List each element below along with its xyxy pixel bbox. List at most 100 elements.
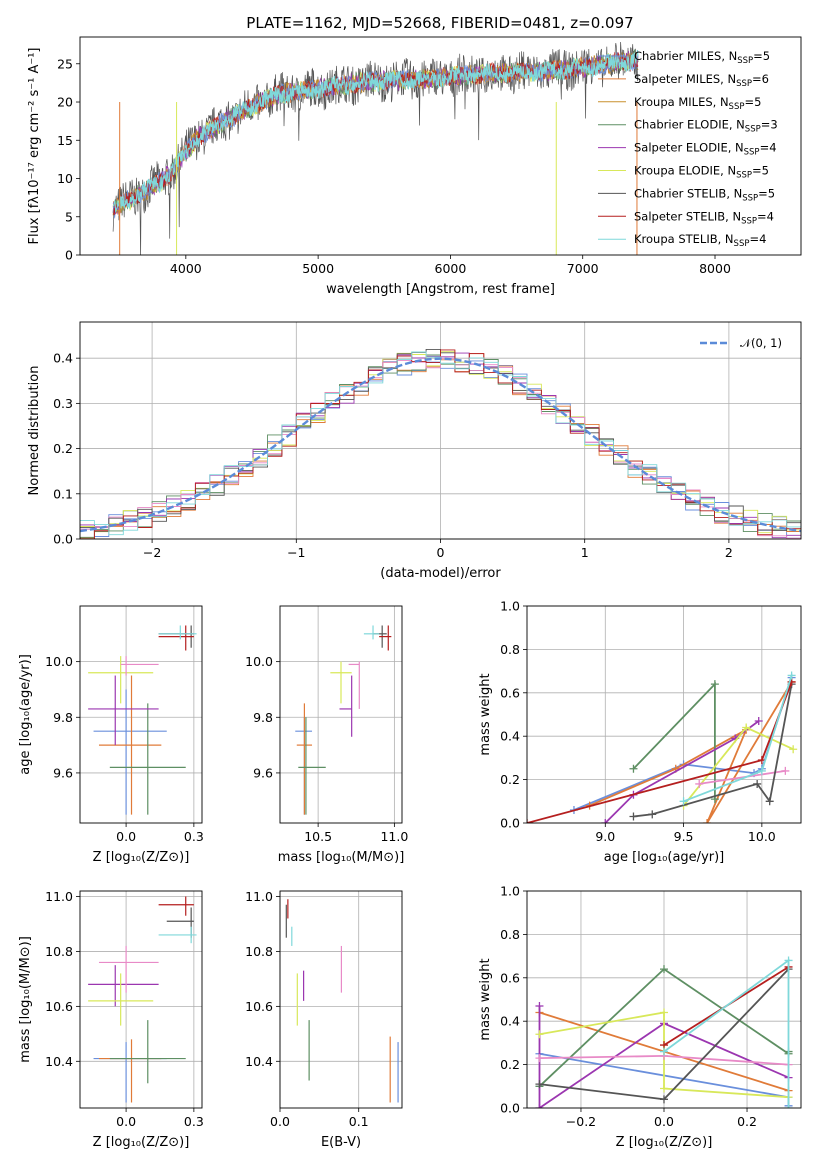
x-axis-label: (data-model)/error [380,566,501,581]
weight-line [527,681,793,823]
x-tick-label: 2 [725,545,733,560]
weight-line [604,720,760,823]
x-axis-label: Z [log₁₀(Z/Z⊙)] [616,1135,713,1150]
y-tick-label: 0.8 [500,927,520,942]
legend-label: Salpeter STELIB, NSSP=4 [634,209,774,226]
panel-mass-vs-ebv: 0.0 0.1 10.4 10.6 10.8 11.0 E(B-V) [245,889,403,1150]
axes-frame [79,36,802,256]
legend-label: Kroupa ELODIE, NSSP=5 [634,164,769,181]
y-tick-label: 0.0 [53,532,73,547]
y-tick-label: 10.4 [45,1054,73,1069]
y-tick-label: 11.0 [45,889,73,904]
y-axis-label: age [log₁₀(age/yr)] [18,654,33,775]
y-tick-label: 9.8 [53,710,73,725]
plot-area [88,896,197,1103]
weight-line [573,677,793,811]
y-tick-label: 0.2 [500,1057,520,1072]
weight-marker [601,819,610,823]
x-tick-label: 0.0 [116,1114,136,1129]
y-tick-label: 25 [57,56,73,71]
x-tick-label: −1 [287,545,305,560]
y-tick-label: 0 [65,248,73,263]
weight-marker [660,965,668,974]
weight-marker [703,819,712,823]
x-tick-label: 0 [437,545,445,560]
x-tick-label: 10.0 [748,829,776,844]
x-tick-label: 0.0 [116,829,136,844]
weight-marker [535,1104,544,1108]
y-tick-label: 20 [57,95,73,110]
y-tick-label: 10.0 [45,654,73,669]
y-tick-label: 0.2 [53,441,73,456]
y-tick-label: 11.0 [245,889,273,904]
x-axis-label: age [log₁₀(age/yr)] [604,850,725,865]
legend-label: Chabrier MILES, NSSP=5 [634,49,770,66]
weight-marker [753,779,762,788]
weight-marker [695,779,704,788]
y-tick-label: 0.4 [53,351,73,366]
x-tick-label: 4000 [170,261,202,276]
axes-frame [526,890,802,1109]
panel-age-vs-Z: 0.0 0.3 9.6 9.8 10.0 Z [log₁₀(Z/Z⊙)] age [log₁… [18,605,204,865]
weight-marker [710,680,719,689]
y-axis-label: mass weight [478,673,493,755]
y-tick-label: 10.8 [245,944,273,959]
weight-marker [535,1030,544,1039]
weight-marker [765,797,774,806]
x-axis-label: Z [log₁₀(Z/Z⊙)] [93,850,190,865]
y-tick-label: 1.0 [500,599,520,614]
weight-marker [660,1047,668,1056]
y-tick-label: 10 [57,171,73,186]
x-tick-label: 0.0 [270,1114,290,1129]
x-axis-label: wavelength [Angstrom, rest frame] [326,282,555,297]
legend-label: Salpeter ELODIE, NSSP=4 [634,141,777,158]
weight-marker [660,1095,668,1104]
spectrum-line [112,49,639,212]
x-tick-label: 9.5 [674,829,694,844]
y-tick-label: 0.1 [53,486,73,501]
y-tick-label: 9.8 [253,710,273,725]
axes-frame [79,321,802,540]
y-tick-label: 0.3 [53,396,73,411]
panel-spectrum: 4000 5000 6000 7000 8000 0 5 10 15 20 25 wavelength… [27,36,802,297]
panel-residuals: −2 −1 0 1 2 0.0 0.1 0.2 0.3 0.4 (data-model)/error… [27,321,802,581]
x-tick-label: 0.1 [349,1114,369,1129]
x-tick-label: 8000 [699,261,731,276]
y-tick-label: 0.8 [500,642,520,657]
weight-marker [742,723,751,732]
y-tick-label: 10.8 [45,944,73,959]
y-axis-label: Flux [fλ10⁻¹⁷ erg cm⁻² s⁻¹ A⁻¹] [27,48,42,245]
plot-area [285,899,399,1103]
weight-marker [629,812,638,821]
x-axis-label: mass [log₁₀(M/M⊙)] [278,850,405,865]
x-tick-label: 5000 [302,261,334,276]
x-tick-label: 9.0 [595,829,615,844]
y-tick-label: 9.6 [53,765,73,780]
y-tick-label: 10.6 [245,999,273,1014]
x-tick-label: 7000 [567,261,599,276]
x-axis-label: E(B-V) [321,1135,361,1150]
y-tick-label: 1.0 [500,884,520,899]
legend-label: Salpeter MILES, NSSP=6 [634,72,769,89]
weight-marker [784,956,793,965]
panel-weight-vs-age: 9.0 9.5 10.0 0.0 0.2 0.4 0.6 0.8 1.0 age [log₁₀(a… [478,599,802,865]
histogram-step [80,351,801,536]
axes-frame [79,605,203,824]
y-tick-label: 10.6 [45,999,73,1014]
weight-marker [535,1080,544,1089]
x-tick-label: 6000 [435,261,467,276]
weight-marker [660,1008,668,1017]
weight-marker [679,797,688,806]
plot-area [535,956,793,1108]
x-tick-label: −0.2 [566,1114,596,1129]
weight-marker [757,766,766,775]
axes-frame [79,890,203,1109]
panel-mass-vs-Z: 0.0 0.3 10.4 10.6 10.8 11.0 Z [log₁₀(Z/Z⊙)] mas… [18,889,204,1150]
y-axis-label: mass [log₁₀(M/M⊙)] [18,936,33,1063]
y-tick-label: 5 [65,209,73,224]
x-tick-label: 0.2 [737,1114,757,1129]
y-tick-label: 0.2 [500,772,520,787]
axes-frame [279,890,403,1109]
weight-marker [781,766,790,775]
